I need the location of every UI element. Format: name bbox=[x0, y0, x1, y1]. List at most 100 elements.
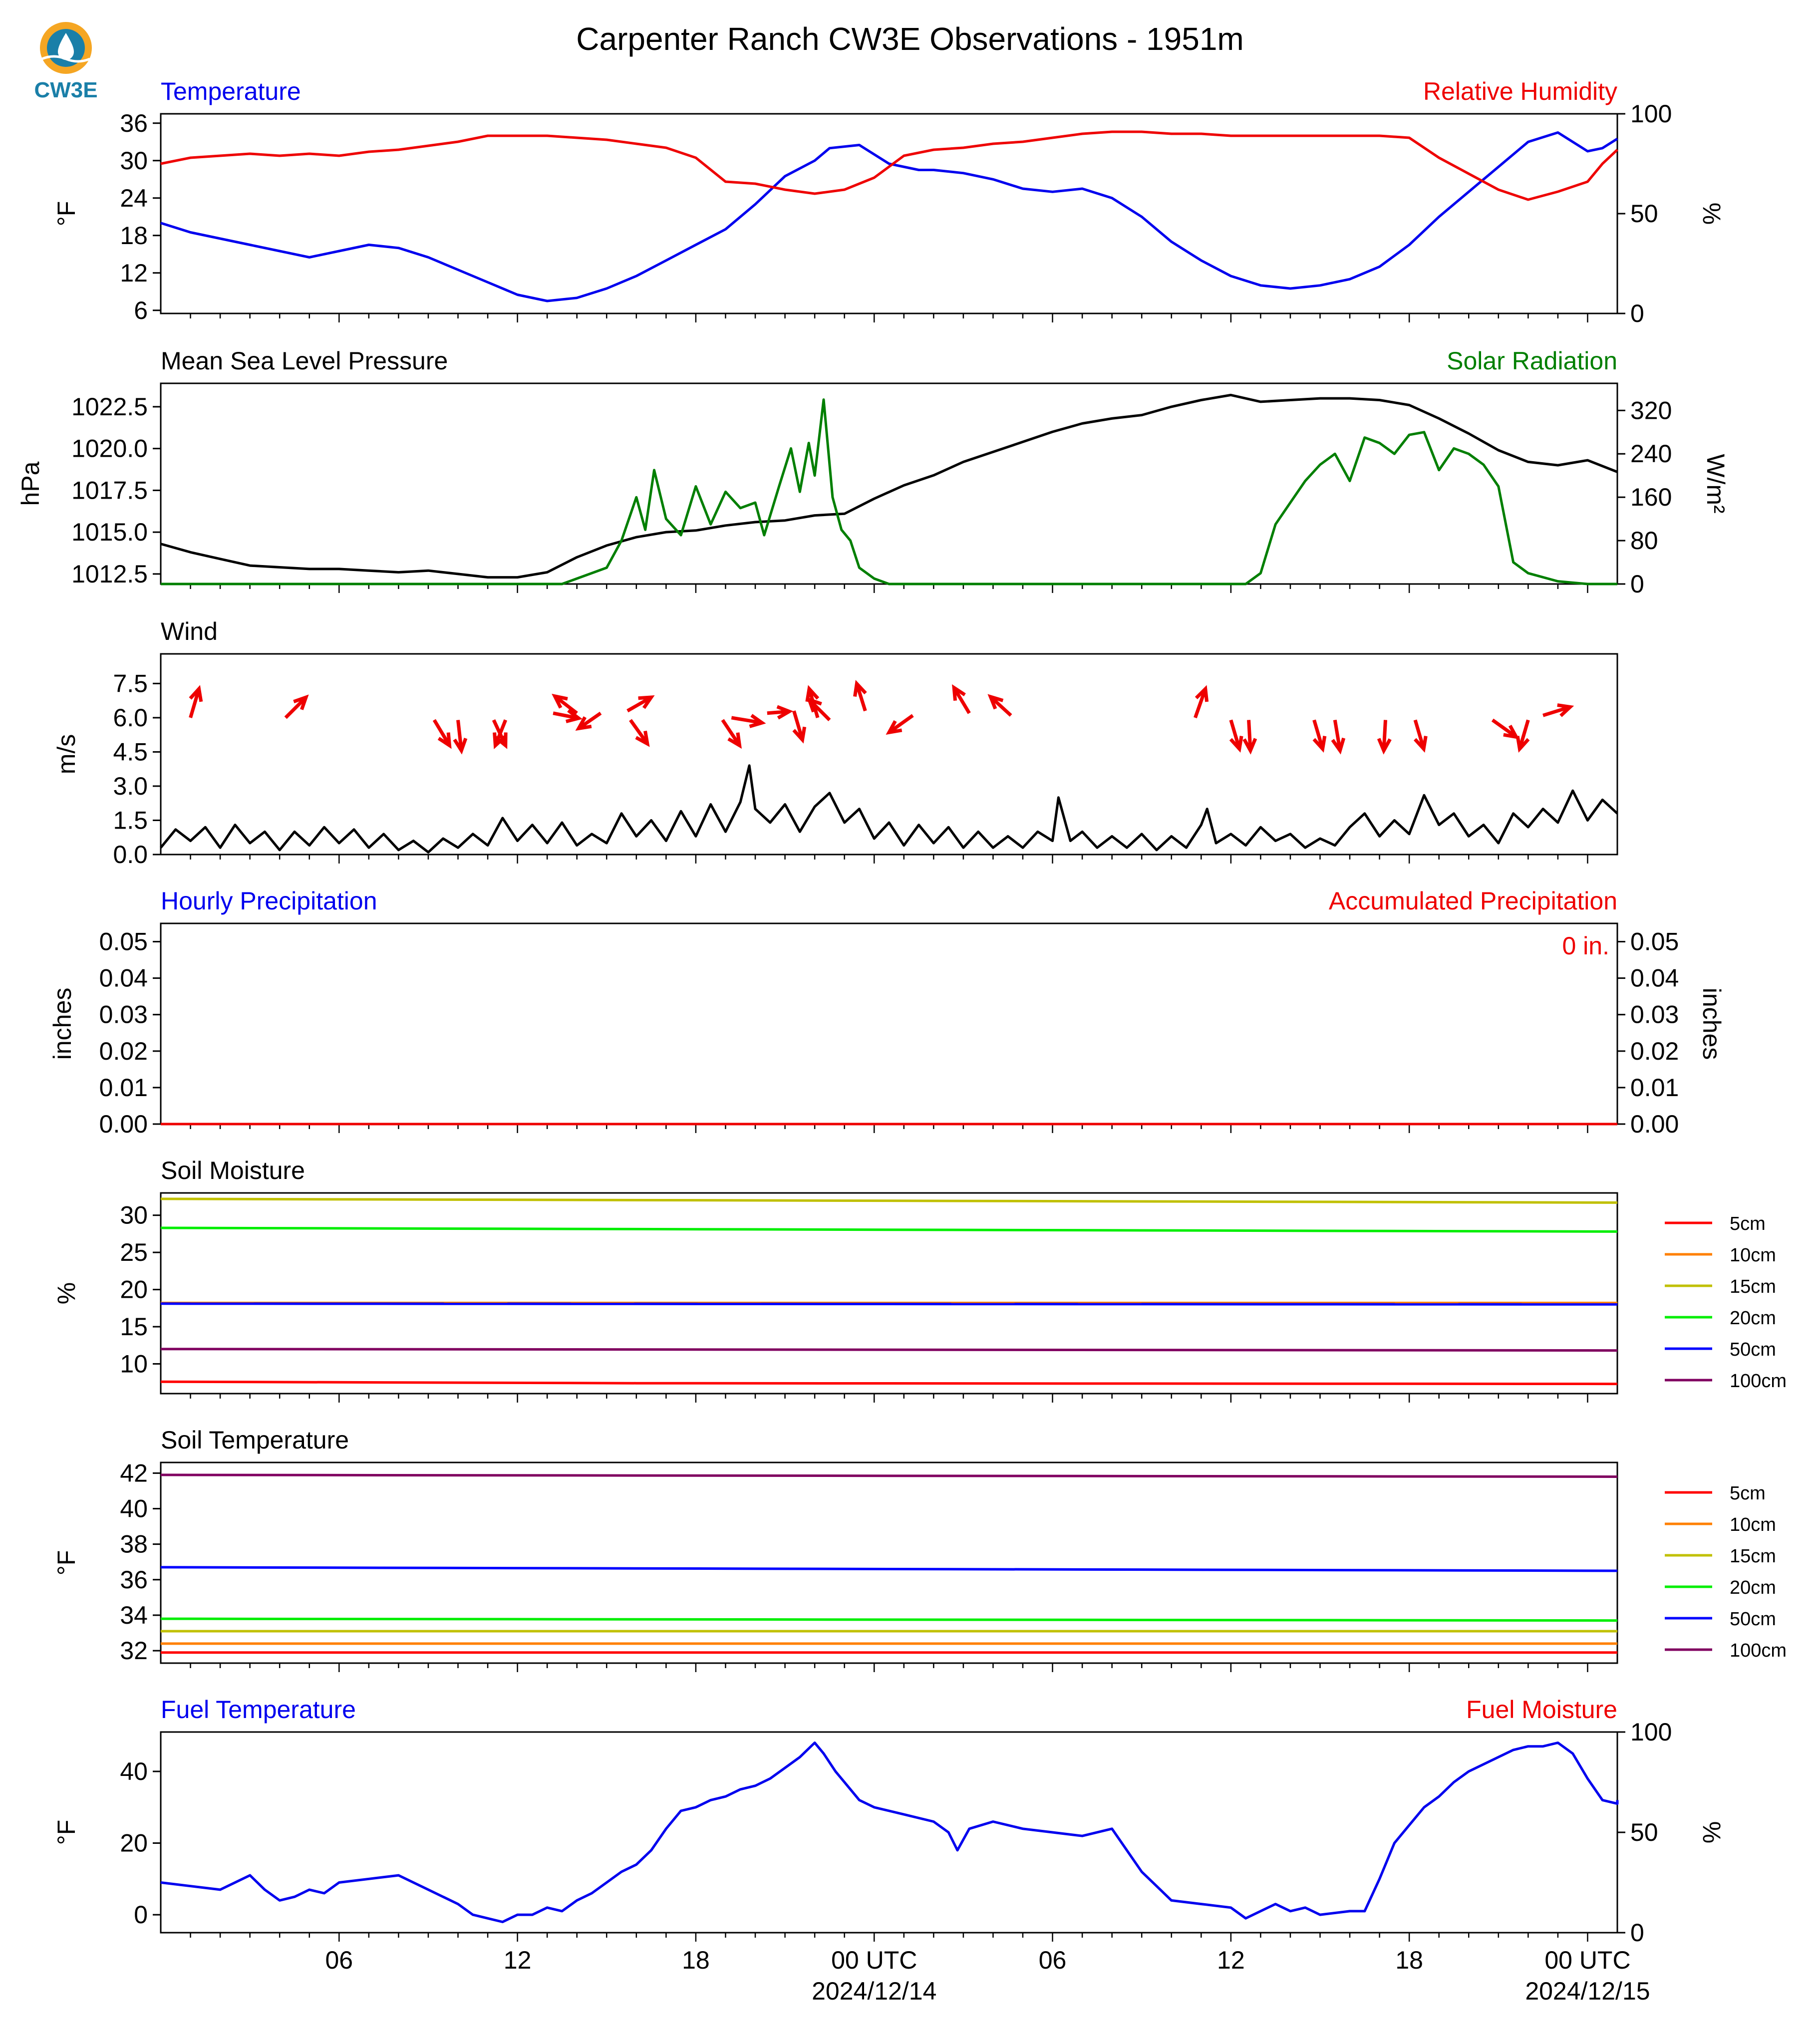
wind-arrow bbox=[792, 710, 804, 740]
wind-arrow bbox=[1229, 719, 1241, 750]
wind-arrow-head bbox=[1516, 736, 1530, 753]
wind-arrow-head bbox=[1229, 736, 1243, 753]
y-tick-label: 20 bbox=[120, 1829, 148, 1857]
y-tick-label: 24 bbox=[120, 184, 148, 212]
panel-title-left: Soil Moisture bbox=[161, 1157, 305, 1184]
wind-arrow bbox=[554, 694, 578, 715]
series-line-1 bbox=[160, 393, 1618, 579]
legend-label: 20cm bbox=[1730, 1308, 1776, 1329]
wind-arrow-head bbox=[952, 684, 966, 701]
panel-3: Wind 0.0 1.5 3.0 4.5 6.0 7.5 m/s bbox=[52, 617, 1618, 869]
y-axis-label-right: % bbox=[1698, 1821, 1726, 1843]
y-tick-label: 0.01 bbox=[99, 1074, 148, 1102]
y-tick-label: 40 bbox=[120, 1494, 148, 1522]
wind-arrow-head bbox=[566, 709, 583, 723]
wind-arrow bbox=[578, 711, 602, 730]
y-tick-label: 20 bbox=[120, 1276, 148, 1304]
series-line-15cm bbox=[160, 1197, 1618, 1204]
wind-arrow-head bbox=[493, 732, 506, 749]
wind-arrow bbox=[1517, 719, 1530, 750]
legend-label: 100cm bbox=[1730, 1371, 1787, 1392]
y-tick-label: 7.5 bbox=[113, 669, 148, 697]
x-tick-label: 06 bbox=[1039, 1946, 1067, 1974]
y-tick-label: 6 bbox=[134, 296, 148, 324]
series-line-100cm bbox=[160, 1473, 1618, 1478]
series-line-50cm bbox=[160, 1302, 1618, 1306]
y-tick-label: 0.04 bbox=[99, 964, 148, 992]
x-tick-label: 12 bbox=[504, 1946, 532, 1974]
series-line-1 bbox=[160, 764, 1618, 854]
panel-frame bbox=[160, 1461, 1618, 1664]
y-tick-label-right: 0.03 bbox=[1630, 1001, 1679, 1029]
wind-arrow bbox=[1312, 719, 1324, 750]
wind-arrow bbox=[1333, 719, 1342, 751]
panel-title-left: Wind bbox=[161, 617, 218, 645]
panel-title-right: Fuel Moisture bbox=[1466, 1696, 1617, 1724]
panel-4: Hourly Precipitation Accumulated Precipit… bbox=[48, 887, 1726, 1138]
panel-6: Soil Temperature 32 34 36 38 40 42 °F 5cm 10cm 15c… bbox=[52, 1426, 1787, 1672]
series-line-1 bbox=[160, 1741, 1619, 1923]
legend-label: 5cm bbox=[1730, 1213, 1766, 1234]
y-axis-label: hPa bbox=[16, 461, 44, 506]
panel-2: Mean Sea Level Pressure Solar Radiation 10… bbox=[16, 347, 1730, 598]
series-line-1 bbox=[160, 131, 1618, 302]
x-date-label: 2024/12/15 bbox=[1525, 1977, 1650, 2005]
panel-frame bbox=[160, 1731, 1618, 1934]
wind-arrow bbox=[494, 719, 508, 746]
wind-arrow bbox=[553, 711, 579, 720]
panel-frame bbox=[160, 382, 1618, 585]
legend-label: 10cm bbox=[1730, 1514, 1776, 1535]
wind-arrow bbox=[284, 696, 307, 719]
wind-arrow-head bbox=[886, 720, 903, 735]
y-tick-label: 38 bbox=[120, 1530, 148, 1558]
panel-5: Soil Moisture 10 15 20 25 30% 5cm 10cm 15cm 20cm 5… bbox=[52, 1157, 1787, 1403]
y-tick-label: 1015.0 bbox=[71, 518, 148, 546]
x-tick-label: 12 bbox=[1217, 1946, 1245, 1974]
panel-title-left: Hourly Precipitation bbox=[161, 887, 377, 915]
y-tick-label: 18 bbox=[120, 222, 148, 250]
series-line-20cm bbox=[160, 1226, 1618, 1233]
logo-wave-icon bbox=[41, 55, 90, 63]
panel-frame bbox=[160, 1192, 1618, 1395]
series-line-20cm bbox=[160, 1617, 1618, 1622]
wind-arrow bbox=[432, 719, 451, 747]
wind-arrow bbox=[1247, 720, 1252, 751]
wind-arrow-head bbox=[635, 730, 650, 747]
panel-1: Temperature Relative Humidity 6 12 18 24 30 36 °… bbox=[52, 77, 1726, 327]
legend-label: 15cm bbox=[1730, 1546, 1776, 1567]
y-tick-label-right: 160 bbox=[1630, 483, 1672, 511]
legend-label: 20cm bbox=[1730, 1577, 1776, 1598]
wind-arrow bbox=[888, 714, 914, 734]
wind-arrow-head bbox=[1377, 738, 1392, 755]
y-tick-label-right: 50 bbox=[1630, 1818, 1658, 1846]
y-tick-label: 4.5 bbox=[113, 738, 148, 766]
x-tick-label: 18 bbox=[682, 1946, 710, 1974]
legend-label: 5cm bbox=[1730, 1483, 1766, 1504]
y-axis-label: °F bbox=[52, 201, 80, 227]
wind-arrow bbox=[952, 686, 971, 714]
y-tick-label: 0.05 bbox=[99, 928, 148, 956]
y-tick-label: 1.5 bbox=[113, 806, 148, 834]
y-tick-label: 3.0 bbox=[113, 772, 148, 800]
accumulated-precip-total: 0 in. bbox=[1562, 932, 1609, 960]
wind-arrow-head bbox=[638, 695, 655, 709]
wind-arrow bbox=[1194, 688, 1208, 719]
y-tick-label-right: 0.00 bbox=[1630, 1110, 1679, 1138]
series-line-5cm bbox=[160, 1380, 1618, 1386]
y-tick-label-right: 320 bbox=[1630, 396, 1672, 424]
y-tick-label-right: 100 bbox=[1630, 1718, 1672, 1746]
y-axis-label-right: % bbox=[1698, 203, 1726, 225]
cw3e-logo: CW3E bbox=[34, 22, 98, 102]
y-tick-label: 1020.0 bbox=[71, 435, 148, 463]
panel-frame bbox=[160, 653, 1618, 856]
y-tick-label-right: 240 bbox=[1630, 440, 1672, 468]
y-tick-label: 0 bbox=[134, 1901, 148, 1929]
panel-title-right: Solar Radiation bbox=[1447, 347, 1617, 375]
y-tick-label: 42 bbox=[120, 1459, 148, 1487]
panel-7: Fuel Temperature Fuel Moisture 0 20 40 °F 0 50 1… bbox=[52, 1696, 1726, 2005]
y-tick-label: 25 bbox=[120, 1238, 148, 1266]
y-tick-label: 1017.5 bbox=[71, 476, 148, 504]
wind-arrow-head bbox=[453, 737, 468, 755]
legend-label: 100cm bbox=[1730, 1640, 1787, 1661]
